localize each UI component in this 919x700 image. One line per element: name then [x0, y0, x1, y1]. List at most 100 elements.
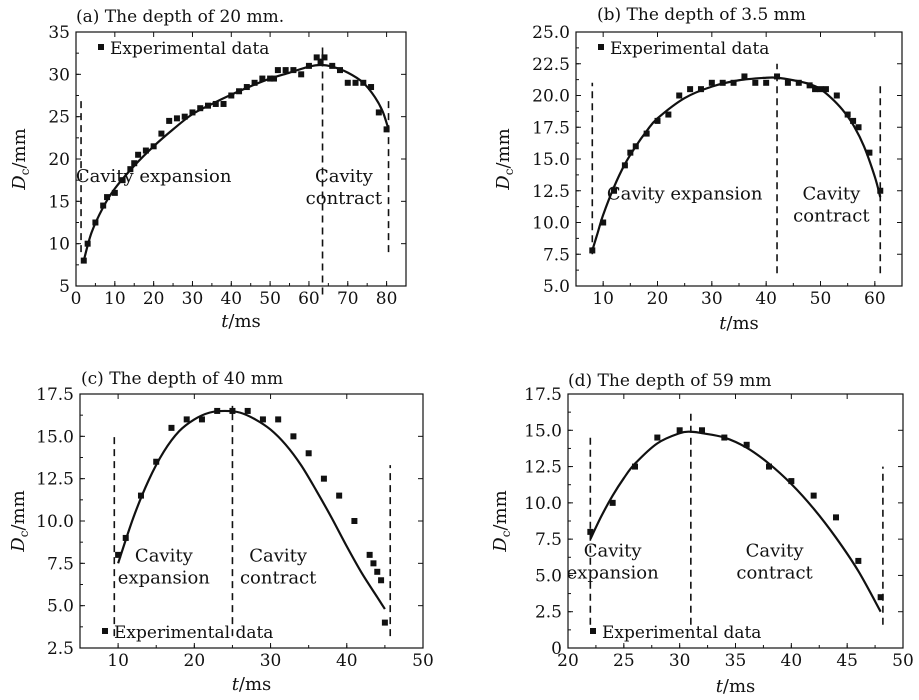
data-point	[697, 86, 704, 93]
x-tick-label: 10	[592, 289, 614, 309]
y-tick-label: 5.0	[543, 277, 570, 297]
data-point	[104, 194, 111, 201]
y-tick-label: 15.0	[36, 427, 74, 447]
data-point	[271, 75, 277, 82]
data-point	[336, 492, 343, 499]
x-axis-label: t/ms	[719, 313, 759, 334]
data-point	[351, 518, 358, 524]
fit-curve	[589, 430, 882, 613]
y-tick-label: 17.5	[36, 385, 74, 405]
y-tick-label: 7.5	[47, 554, 74, 574]
data-point	[632, 143, 639, 150]
data-point	[274, 67, 281, 74]
y-tick-label: 0	[551, 639, 562, 659]
y-tick-label: 25	[48, 108, 70, 128]
data-point	[344, 79, 351, 86]
data-point	[627, 149, 634, 156]
data-point	[337, 67, 343, 74]
data-point	[743, 441, 750, 448]
data-point	[100, 202, 107, 209]
region-label: Cavity contract	[306, 166, 383, 209]
x-tick-label: 30	[701, 289, 723, 309]
data-point	[282, 67, 289, 74]
x-tick-label: 40	[220, 289, 242, 309]
panel-title: (b) The depth of 3.5 mm	[597, 5, 806, 25]
data-point	[855, 124, 862, 131]
data-point	[822, 86, 829, 93]
data-point	[320, 475, 327, 482]
panel-d: (d) The depth of 59 mm 20 25 30 35 40 45 50 0 2.5…	[490, 371, 914, 697]
data-point	[205, 102, 211, 109]
data-point	[228, 92, 235, 99]
y-axis-label: Dc/mm	[493, 128, 516, 190]
data-point	[381, 619, 388, 626]
data-point	[290, 433, 297, 440]
data-point	[654, 117, 661, 124]
x-tick-label: 50	[259, 289, 281, 309]
data-point	[183, 416, 190, 423]
x-tick-label: 10	[107, 651, 129, 671]
y-tick-label: 7.5	[535, 530, 562, 550]
x-tick-label: 70	[337, 289, 359, 309]
x-tick-label: 30	[260, 651, 282, 671]
x-tick-label: 50	[810, 289, 832, 309]
data-point	[806, 82, 813, 89]
data-point	[721, 434, 728, 441]
y-tick-label: 20	[48, 150, 70, 170]
region-label: Cavity expansion	[118, 546, 210, 589]
panel-title: (c) The depth of 40 mm	[81, 369, 283, 389]
data-point	[275, 416, 282, 423]
panel-c: (c) The depth of 40 mm 10 20 30 40 50 2.5 5.0 7.…	[8, 369, 434, 695]
data-point	[370, 560, 377, 567]
x-axis-label: t/ms	[716, 676, 756, 697]
data-point	[80, 257, 87, 264]
plot-frame	[75, 31, 407, 287]
data-point	[741, 73, 748, 80]
data-point	[784, 79, 791, 86]
data-point	[788, 478, 795, 485]
fit-curve	[82, 63, 390, 261]
x-tick-label: 30	[669, 651, 691, 671]
data-point	[122, 534, 129, 541]
data-point	[817, 86, 824, 93]
data-point	[198, 416, 205, 423]
y-tick-label: 5.0	[47, 597, 74, 617]
data-point	[366, 551, 373, 558]
data-point	[329, 62, 336, 69]
x-tick-label: 35	[725, 651, 747, 671]
data-point	[259, 416, 266, 423]
legend-label: Experimental data	[602, 623, 761, 643]
data-point	[214, 407, 221, 414]
x-tick-label: 30	[182, 289, 204, 309]
data-point	[844, 111, 851, 118]
data-point	[708, 79, 715, 86]
data-point	[676, 92, 683, 99]
y-tick-label: 10.0	[36, 512, 74, 532]
x-tick-label: 10	[104, 289, 126, 309]
data-point	[135, 151, 142, 158]
data-point	[111, 189, 118, 196]
y-tick-label: 5.0	[535, 566, 562, 586]
data-point	[244, 407, 251, 414]
data-point	[589, 247, 596, 254]
data-point	[855, 557, 862, 564]
y-tick-label: 7.5	[543, 245, 570, 265]
y-tick-label: 12.5	[36, 470, 74, 490]
data-point	[877, 594, 884, 601]
x-tick-label: 40	[781, 651, 803, 671]
data-point	[374, 568, 381, 575]
y-tick-label: 12.5	[532, 182, 570, 202]
y-tick-label: 25.0	[532, 23, 570, 43]
region-label: Cavity expansion	[567, 541, 659, 584]
data-point	[676, 427, 683, 434]
x-tick-label: 45	[836, 651, 858, 671]
data-point	[378, 577, 385, 584]
data-point	[166, 117, 173, 124]
region-label: Cavity expansion	[607, 184, 763, 205]
x-tick-label: 60	[864, 289, 886, 309]
plot-frame	[567, 393, 904, 649]
y-tick-label: 2.5	[535, 603, 562, 623]
data-point	[189, 109, 196, 116]
panel-title: (a) The depth of 20 mm.	[76, 7, 284, 27]
data-point	[298, 71, 305, 78]
